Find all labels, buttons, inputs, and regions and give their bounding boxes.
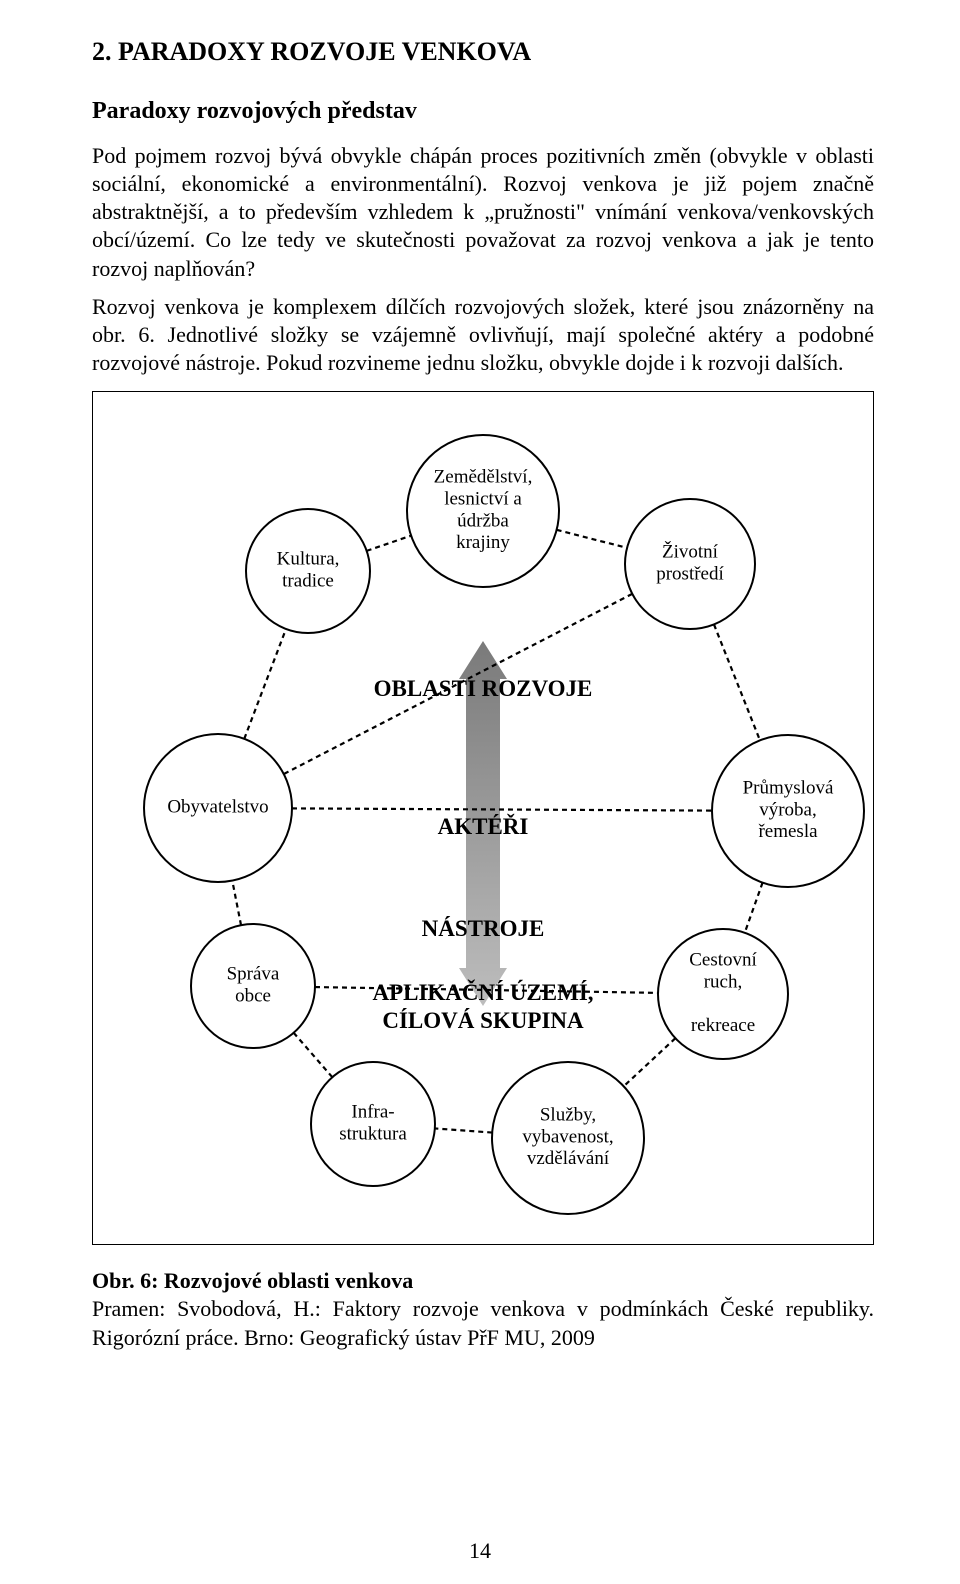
svg-text:obce: obce	[235, 986, 271, 1007]
paragraph-2: Rozvoj venkova je komplexem dílčích rozv…	[92, 293, 874, 377]
svg-text:Životní: Životní	[662, 541, 719, 563]
caption-title: Obr. 6: Rozvojové oblasti venkova	[92, 1268, 413, 1293]
svg-text:Infra-: Infra-	[351, 1102, 394, 1123]
svg-text:krajiny: krajiny	[456, 532, 510, 553]
svg-text:Obyvatelstvo: Obyvatelstvo	[167, 797, 268, 818]
svg-text:tradice: tradice	[282, 571, 334, 592]
paragraph-1: Pod pojmem rozvoj bývá obvykle chápán pr…	[92, 142, 874, 283]
svg-text:OBLASTI ROZVOJE: OBLASTI ROZVOJE	[374, 676, 593, 701]
svg-text:údržba: údržba	[457, 511, 509, 532]
figure-frame: OBLASTI ROZVOJEAKTÉŘINÁSTROJEAPLIKAČNÍ Ú…	[92, 391, 874, 1245]
svg-text:Služby,: Služby,	[540, 1105, 596, 1126]
section-heading: 2. PARADOXY ROZVOJE VENKOVA	[92, 36, 874, 67]
sub-heading: Paradoxy rozvojových představ	[92, 97, 874, 126]
svg-text:Správa: Správa	[227, 964, 280, 985]
svg-text:AKTÉŘI: AKTÉŘI	[438, 813, 529, 839]
svg-text:rekreace: rekreace	[691, 1015, 755, 1036]
svg-text:NÁSTROJE: NÁSTROJE	[422, 916, 545, 941]
svg-text:ruch,: ruch,	[704, 972, 743, 993]
page-number: 14	[0, 1538, 960, 1564]
svg-text:CÍLOVÁ SKUPINA: CÍLOVÁ SKUPINA	[382, 1008, 584, 1033]
svg-text:lesnictví a: lesnictví a	[444, 489, 522, 510]
svg-text:výroba,: výroba,	[759, 800, 817, 821]
svg-text:Cestovní: Cestovní	[689, 950, 757, 971]
svg-text:Zemědělství,: Zemědělství,	[434, 467, 533, 488]
figure-svg: OBLASTI ROZVOJEAKTÉŘINÁSTROJEAPLIKAČNÍ Ú…	[97, 396, 869, 1240]
svg-text:prostředí: prostředí	[656, 564, 724, 585]
figure-caption: Obr. 6: Rozvojové oblasti venkova Pramen…	[92, 1267, 874, 1351]
caption-body: Pramen: Svobodová, H.: Faktory rozvoje v…	[92, 1296, 874, 1349]
svg-text:struktura: struktura	[339, 1124, 407, 1145]
svg-text:vybavenost,: vybavenost,	[522, 1127, 613, 1148]
svg-text:řemesla: řemesla	[758, 821, 818, 842]
svg-text:Průmyslová: Průmyslová	[743, 778, 834, 799]
svg-text:Kultura,: Kultura,	[277, 549, 340, 570]
svg-text:vzdělávání: vzdělávání	[527, 1148, 610, 1169]
